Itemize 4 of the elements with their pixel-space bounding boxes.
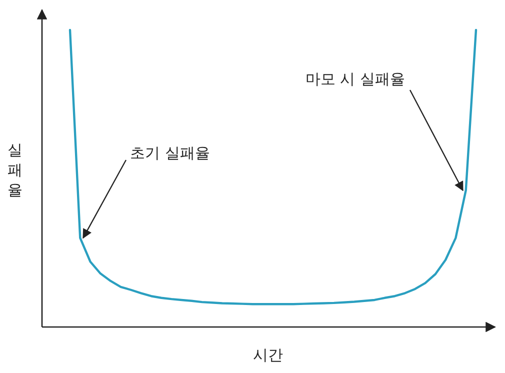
x-axis-title: 시간 [253,346,283,364]
annotation: 초기 실패율 [130,144,210,162]
annotation: 마모 시 실패율 [305,70,405,88]
y-axis-title: 실패율 [8,141,22,199]
